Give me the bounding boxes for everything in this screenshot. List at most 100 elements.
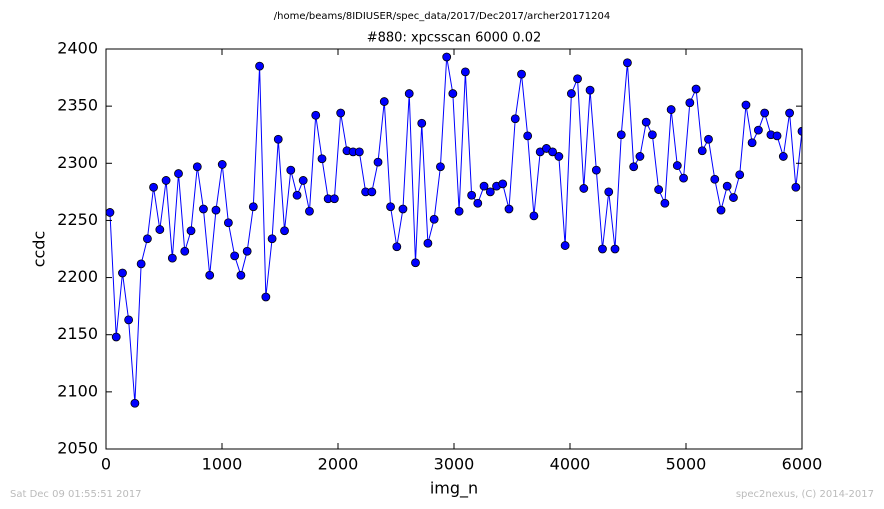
point xyxy=(591,165,601,175)
point xyxy=(199,204,208,214)
point xyxy=(261,292,271,302)
footer-right: spec2nexus, (C) 2014-2017 xyxy=(736,489,874,500)
point xyxy=(460,67,470,77)
point xyxy=(106,208,115,217)
point xyxy=(124,315,134,325)
point xyxy=(647,130,657,140)
point xyxy=(143,234,152,244)
x-tick-label: 1000 xyxy=(202,455,243,474)
y-tick-label: 2200 xyxy=(57,267,98,286)
point xyxy=(623,58,632,68)
point xyxy=(741,100,751,110)
point xyxy=(386,202,395,212)
point xyxy=(716,205,726,215)
point xyxy=(305,206,314,216)
suptitle: /home/beams/8IDIUSER/spec_data/2017/Dec2… xyxy=(274,11,610,22)
point xyxy=(205,270,215,280)
point xyxy=(167,253,177,263)
point xyxy=(436,162,445,172)
point xyxy=(485,187,495,197)
point xyxy=(735,170,745,180)
point xyxy=(336,108,346,118)
point xyxy=(616,130,626,140)
point xyxy=(298,176,308,185)
point xyxy=(747,138,757,148)
point xyxy=(566,89,576,98)
point xyxy=(330,194,339,204)
point xyxy=(510,114,520,124)
point xyxy=(267,234,277,244)
point xyxy=(111,332,121,342)
point xyxy=(273,134,283,144)
footer-left: Sat Dec 09 01:55:51 2017 xyxy=(10,489,142,500)
point xyxy=(473,198,483,208)
point xyxy=(454,206,464,216)
point xyxy=(479,181,489,191)
y-tick-label: 2050 xyxy=(57,439,98,458)
point xyxy=(685,98,695,108)
point xyxy=(579,184,589,193)
chart-title: #880: xpcsscan 6000 0.02 xyxy=(367,31,542,46)
point xyxy=(517,69,526,79)
point xyxy=(529,211,539,221)
point xyxy=(155,225,165,234)
y-tick-label: 2250 xyxy=(57,210,98,229)
x-tick-label: 0 xyxy=(101,455,111,474)
point xyxy=(610,244,620,254)
point xyxy=(223,218,233,228)
point xyxy=(778,152,788,161)
point xyxy=(255,61,264,71)
point xyxy=(180,246,190,256)
y-tick-label: 2300 xyxy=(57,153,98,172)
point xyxy=(635,152,645,161)
point xyxy=(149,182,158,192)
point xyxy=(467,190,477,200)
point xyxy=(136,259,146,269)
point xyxy=(760,108,770,118)
point xyxy=(280,226,289,236)
x-axis-label: img_n xyxy=(430,479,478,499)
point xyxy=(311,110,321,120)
point xyxy=(791,182,801,192)
point xyxy=(367,187,377,197)
series-line xyxy=(109,56,802,404)
point xyxy=(192,162,202,172)
point xyxy=(710,174,720,184)
point xyxy=(317,154,327,164)
point xyxy=(248,202,258,212)
point xyxy=(211,205,221,215)
point xyxy=(236,270,246,280)
point xyxy=(174,169,183,178)
point xyxy=(697,146,707,156)
point xyxy=(217,160,227,169)
point xyxy=(118,268,127,278)
point xyxy=(292,190,302,200)
point xyxy=(753,125,763,135)
point xyxy=(666,105,676,114)
point xyxy=(691,84,701,94)
point xyxy=(548,147,557,157)
point xyxy=(230,251,240,261)
point xyxy=(448,89,458,98)
point xyxy=(729,193,738,202)
point xyxy=(604,187,614,197)
point xyxy=(379,97,389,106)
point xyxy=(560,241,570,250)
y-tick-label: 2400 xyxy=(57,39,98,58)
point xyxy=(286,165,296,175)
y-tick-label: 2150 xyxy=(57,324,98,343)
point xyxy=(373,157,383,167)
x-tick-label: 4000 xyxy=(550,455,591,474)
point xyxy=(442,52,452,62)
point xyxy=(392,242,402,252)
point xyxy=(722,181,732,191)
point xyxy=(679,173,688,183)
point xyxy=(772,131,782,141)
point xyxy=(797,126,802,136)
point xyxy=(429,214,439,224)
point xyxy=(498,179,508,189)
x-tick-label: 5000 xyxy=(666,455,707,474)
point xyxy=(554,152,564,161)
plot-area xyxy=(106,52,802,408)
